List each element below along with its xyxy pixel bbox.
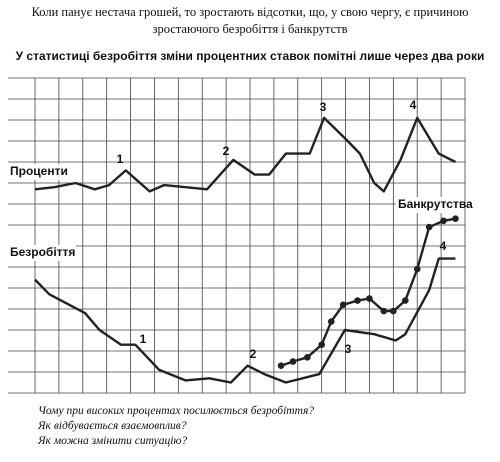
question: Чому при високих процентах посилюється б… xyxy=(38,405,315,417)
point xyxy=(380,307,388,315)
point xyxy=(327,318,335,325)
series-label: Проценти xyxy=(10,164,68,178)
series-line xyxy=(34,257,456,384)
questions: Чому при високих процентах посилюється б… xyxy=(38,404,314,449)
chart-subtitle: У статистиці безробіття зміни процентних… xyxy=(15,49,485,63)
label-bg xyxy=(8,245,76,261)
point xyxy=(366,295,373,302)
annotation: 2 xyxy=(250,347,257,361)
point xyxy=(425,223,433,231)
series-label: Безробіття xyxy=(10,245,75,259)
point xyxy=(277,362,285,370)
annotation: 2 xyxy=(223,144,230,158)
chart: Проценти Безробіття Банкрутства 1 2 3 4 1 2 3 4 xyxy=(8,77,473,394)
point xyxy=(390,307,397,315)
question: Як можна змінити ситуацію? xyxy=(38,435,188,447)
point xyxy=(289,358,297,365)
point xyxy=(452,215,459,222)
annotation: 3 xyxy=(345,342,352,356)
point xyxy=(339,301,347,309)
point xyxy=(401,297,409,304)
series-line xyxy=(34,116,456,193)
annotation: 4 xyxy=(440,239,447,253)
label-bg xyxy=(8,164,76,180)
chart-title: Коли панує нестача грошей, то зростають … xyxy=(31,5,469,36)
annotation: 1 xyxy=(117,152,124,166)
annotation: 1 xyxy=(140,332,147,346)
point xyxy=(304,354,311,361)
point xyxy=(413,265,421,273)
annotation: 4 xyxy=(410,98,417,112)
series-label: Банкрутства xyxy=(398,197,473,211)
point xyxy=(318,341,325,349)
label-bg xyxy=(396,197,464,213)
point xyxy=(440,217,447,225)
annotation: 3 xyxy=(320,100,327,114)
question: Як відбувається взаємовплив? xyxy=(38,420,187,432)
point xyxy=(354,297,361,304)
